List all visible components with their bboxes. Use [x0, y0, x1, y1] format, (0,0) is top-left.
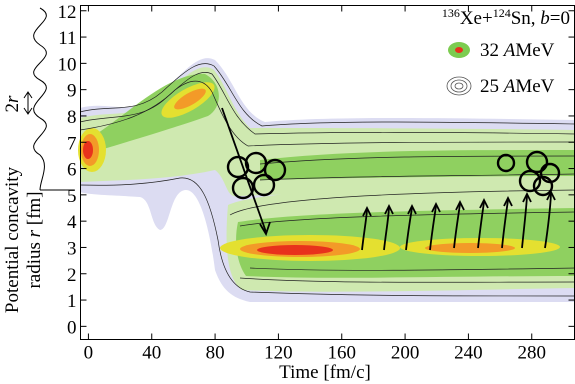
y-tick-label: 5 [67, 186, 77, 207]
y-tick-label: 6 [67, 160, 77, 181]
y-tick-label: 9 [67, 81, 77, 102]
legend-label: 32 AMeV [480, 40, 555, 61]
potential-sketch [23, 7, 70, 191]
nucleus-circles [226, 150, 561, 200]
y-tick-label: 10 [58, 54, 77, 75]
contour-lines [79, 63, 575, 297]
y-axis-label: radius r [fm] [24, 191, 45, 288]
y-tick-label: 2 [67, 265, 77, 286]
x-tick-label: 40 [142, 343, 161, 364]
chart-title: 136Xe+124Sn, b=0 [442, 6, 570, 29]
x-tick-label: 200 [391, 343, 420, 364]
legend-swatch [455, 47, 463, 53]
x-axis-label: Time [fm/c] [279, 362, 371, 383]
y-tick-label: 3 [67, 238, 77, 259]
annotation: 2r [2, 95, 23, 113]
legend-swatch [446, 76, 472, 96]
x-tick-label: 120 [264, 343, 293, 364]
density-map [78, 58, 575, 303]
trajectory-arrows [221, 107, 556, 251]
legend-label: 25 AMeV [480, 76, 555, 97]
y-tick-label: 4 [67, 212, 77, 233]
x-tick-label: 240 [454, 343, 483, 364]
x-tick-label: 0 [84, 343, 94, 364]
y-tick-label: 8 [67, 107, 77, 128]
y-tick-label: 12 [58, 2, 77, 23]
x-tick-label: 80 [206, 343, 225, 364]
x-tick-label: 160 [328, 343, 357, 364]
y-tick-label: 1 [67, 291, 77, 312]
y-tick-label: 0 [67, 317, 77, 338]
legend: 32 AMeV 25 AMeV [446, 40, 555, 97]
x-tick-label: 280 [518, 343, 547, 364]
y-tick-label: 7 [67, 133, 77, 154]
y-axis-label: Potential concavity [2, 166, 23, 313]
y-tick-label: 11 [58, 28, 76, 49]
